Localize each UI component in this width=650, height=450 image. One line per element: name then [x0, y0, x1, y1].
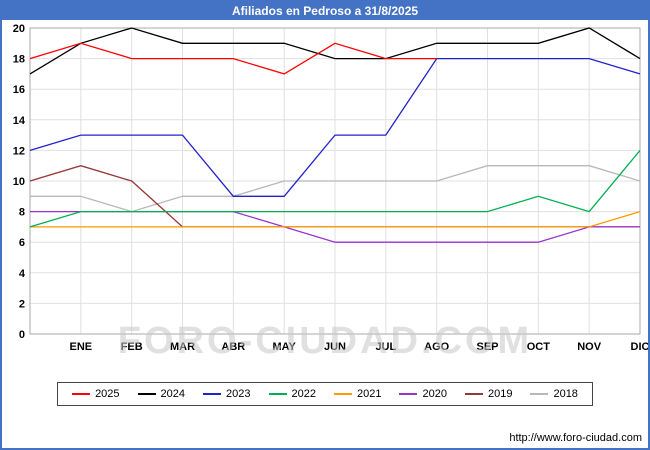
legend-swatch-2025: [72, 393, 91, 395]
footer-url[interactable]: http://www.foro-ciudad.com: [509, 432, 642, 444]
legend-label-2023: 2023: [226, 388, 251, 400]
legend-item-2022: 2022: [268, 388, 316, 400]
legend: 2025 2024 2023 2022 2021 2020 2019 2018: [57, 382, 593, 406]
legend-label-2020: 2020: [422, 388, 447, 400]
svg-text:MAY: MAY: [272, 341, 296, 353]
legend-swatch-2019: [464, 393, 483, 395]
legend-label-2019: 2019: [487, 388, 513, 400]
legend-item-2019: 2019: [464, 388, 513, 400]
svg-text:12: 12: [13, 145, 25, 157]
svg-text:0: 0: [19, 329, 25, 341]
legend-item-2025: 2025: [72, 388, 120, 400]
legend-item-2018: 2018: [530, 388, 578, 400]
series-2024-line: [29, 27, 641, 75]
chart-area: 0 2 4 6 8 10 12 14 16 18 20 ENE FEB MAR ABR MAY JUN JUL AG…: [2, 20, 648, 372]
legend-item-2020: 2020: [399, 388, 447, 400]
svg-text:6: 6: [19, 237, 25, 249]
svg-text:10: 10: [13, 176, 25, 188]
legend-swatch-2023: [203, 393, 222, 395]
svg-text:20: 20: [13, 23, 25, 35]
svg-text:14: 14: [13, 115, 26, 127]
svg-text:4: 4: [19, 268, 26, 280]
x-axis-labels: ENE FEB MAR ABR MAY JUN JUL AGO SEP OCT NOV DIC: [70, 341, 648, 353]
svg-text:ENE: ENE: [70, 341, 93, 353]
svg-text:FEB: FEB: [121, 341, 143, 353]
chart-title: Afiliados en Pedroso a 31/8/2025: [2, 2, 648, 20]
legend-label-2025: 2025: [95, 388, 120, 400]
series-2023-line: [29, 57, 641, 197]
svg-text:8: 8: [19, 207, 25, 219]
svg-text:OCT: OCT: [527, 341, 551, 353]
svg-text:AGO: AGO: [424, 341, 450, 353]
legend-item-2023: 2023: [203, 388, 251, 400]
legend-swatch-2024: [137, 393, 156, 395]
legend-swatch-2018: [530, 393, 549, 395]
svg-text:2: 2: [19, 298, 25, 310]
legend-label-2022: 2022: [291, 388, 316, 400]
series-2021-line: [30, 210, 641, 228]
legend-swatch-2022: [268, 393, 287, 395]
svg-text:JUL: JUL: [375, 341, 396, 353]
svg-text:NOV: NOV: [577, 341, 602, 353]
legend-label-2018: 2018: [553, 388, 578, 400]
svg-text:18: 18: [13, 54, 25, 66]
legend-swatch-2021: [334, 393, 352, 395]
legend-label-2024: 2024: [160, 388, 186, 400]
legend-item-2021: 2021: [334, 388, 381, 400]
svg-text:SEP: SEP: [476, 341, 498, 353]
series-2022-line: [29, 149, 641, 228]
svg-text:16: 16: [13, 84, 25, 96]
legend-swatch-2020: [399, 393, 418, 395]
svg-text:DIC: DIC: [631, 341, 648, 353]
svg-text:JUN: JUN: [324, 341, 346, 353]
y-axis-labels: 0 2 4 6 8 10 12 14 16 18 20: [13, 23, 26, 341]
svg-text:MAR: MAR: [170, 341, 195, 353]
line-chart: 0 2 4 6 8 10 12 14 16 18 20 ENE FEB MAR ABR MAY JUN JUL AG…: [13, 23, 648, 353]
series-2025-line: [29, 42, 437, 75]
legend-label-2021: 2021: [357, 388, 382, 400]
legend-item-2024: 2024: [137, 388, 186, 400]
svg-text:ABR: ABR: [221, 341, 245, 353]
